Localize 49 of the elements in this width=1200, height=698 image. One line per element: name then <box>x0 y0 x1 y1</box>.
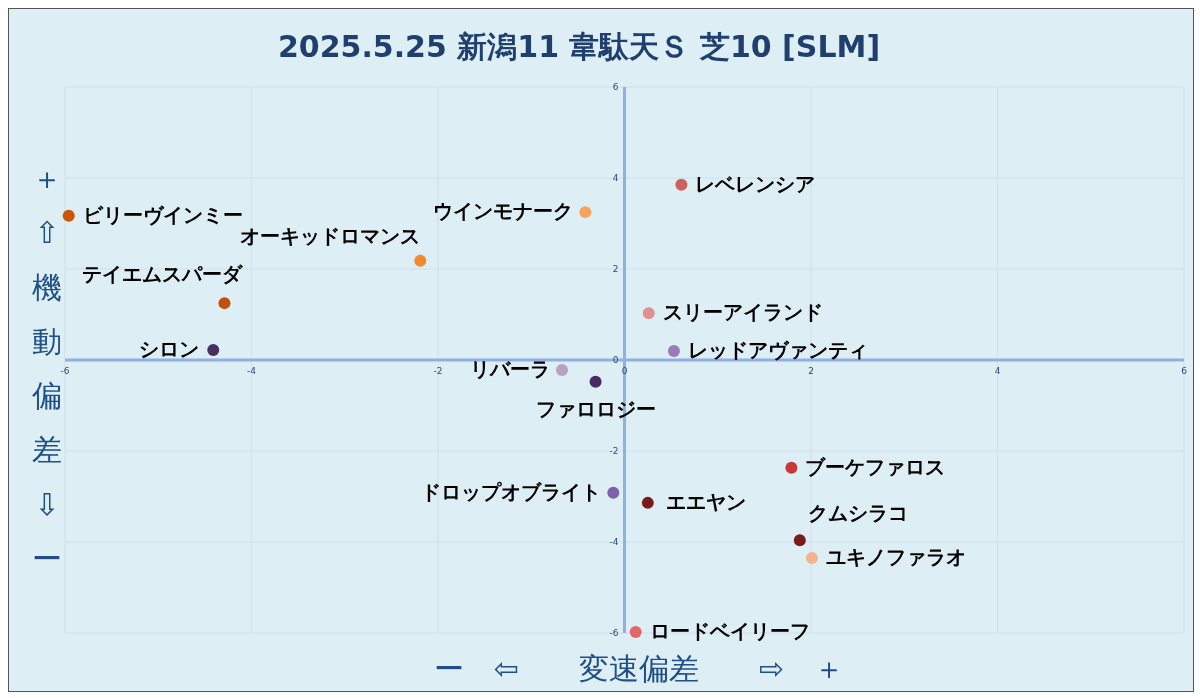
point <box>414 254 427 267</box>
y-tick-label: 2 <box>612 264 619 274</box>
series-label: ウインモナーク <box>433 199 574 224</box>
point <box>218 297 231 310</box>
y-tick-label: -2 <box>609 446 619 456</box>
y-tick-label: -4 <box>609 537 619 547</box>
series-label: ビリーヴインミー <box>82 202 243 227</box>
y-tick-label: 6 <box>612 82 619 92</box>
y-tick-label: -6 <box>609 628 619 638</box>
series-label: レベレンシア <box>695 171 816 196</box>
series-label: リバーラ <box>470 357 551 382</box>
x-tick-label: -6 <box>60 366 70 376</box>
point <box>641 496 654 509</box>
series-label: レッドアヴァンティ <box>687 337 868 362</box>
series-label: ドロップオブライト <box>421 479 602 504</box>
x-axis-title: ー ⇦ 変速偏差 ⇨ ＋ <box>432 650 846 688</box>
point <box>675 178 688 191</box>
series-label: エエヤン <box>665 489 746 514</box>
series-label: ロードベイリーフ <box>649 619 810 644</box>
point <box>805 551 818 564</box>
point <box>607 486 620 499</box>
point <box>207 343 220 356</box>
point <box>556 364 569 377</box>
point <box>629 626 642 639</box>
x-tick-label: 0 <box>621 366 628 376</box>
chart-title: 2025.5.25 新潟11 韋駄天Ｓ 芝10 [SLM] <box>276 28 882 66</box>
point <box>667 344 680 357</box>
series-label: ファロロジー <box>535 396 656 421</box>
y-tick-label: 0 <box>612 355 619 365</box>
point <box>642 307 655 320</box>
x-tick-label: -4 <box>247 366 257 376</box>
point <box>589 375 602 388</box>
point <box>62 209 75 222</box>
x-tick-label: 4 <box>994 366 1001 376</box>
series-label: スリーアイランド <box>662 300 823 325</box>
series-label: オーキッドロマンス <box>240 223 421 248</box>
series-label: テイエムスパーダ <box>82 262 244 287</box>
x-tick-label: 2 <box>808 366 814 376</box>
series-label: シロン <box>139 336 200 361</box>
point <box>579 206 592 219</box>
series-label: ユキノファラオ <box>825 544 966 569</box>
x-tick-label: 6 <box>1181 366 1188 376</box>
y-axis-title: ＋⇧機動偏差⇩ー <box>32 160 62 578</box>
point <box>793 534 806 547</box>
series-label: クムシラコ <box>807 501 908 526</box>
series-label: ブーケファロス <box>805 454 946 479</box>
point <box>785 461 798 474</box>
x-tick-label: -2 <box>433 366 443 376</box>
y-tick-label: 4 <box>612 173 619 183</box>
